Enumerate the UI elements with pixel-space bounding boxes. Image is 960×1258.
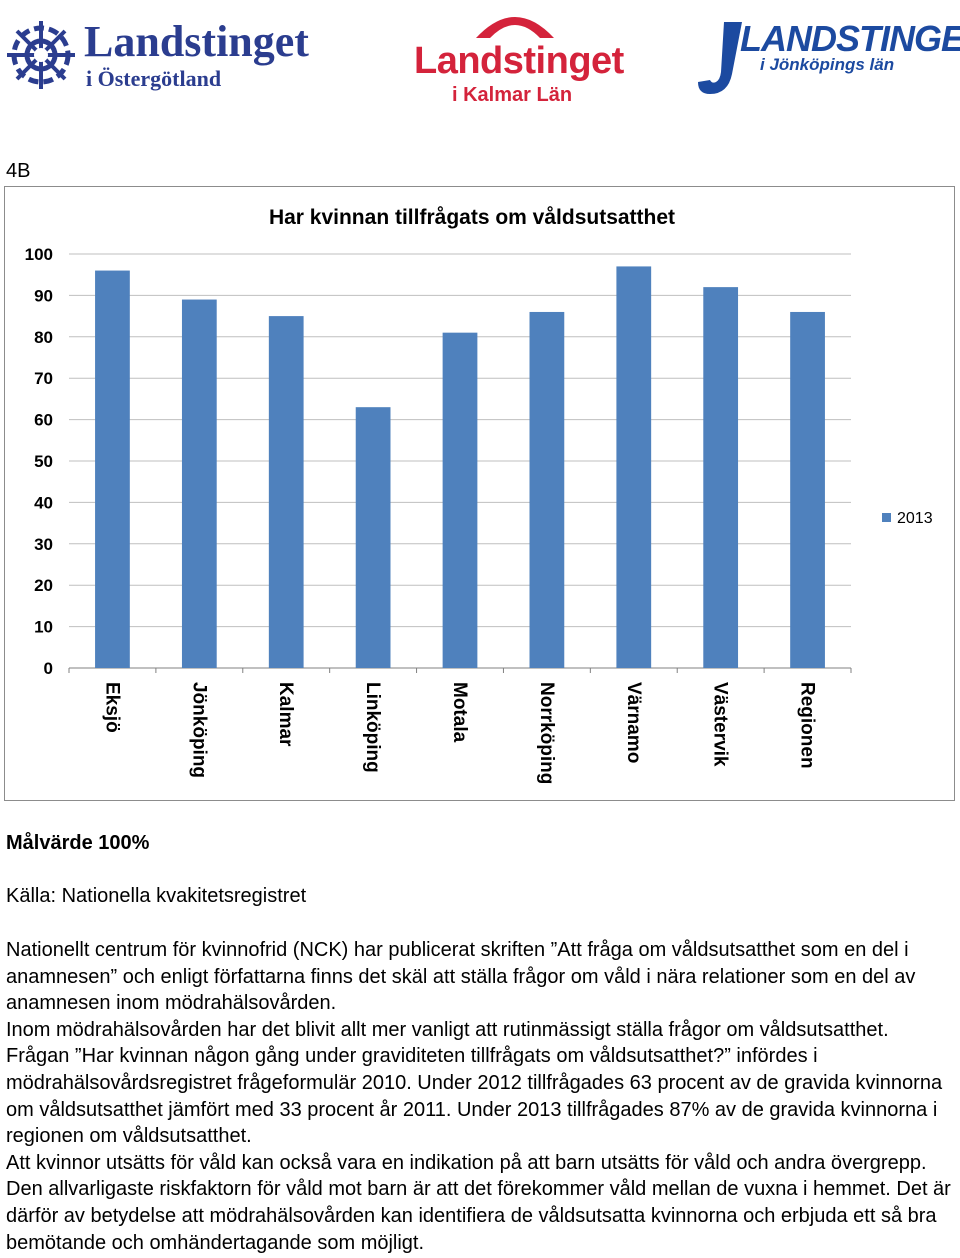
- bar: [442, 332, 478, 668]
- kalmar-logo-subtitle: i Kalmar Län: [452, 84, 573, 106]
- kalmar-crown-arc-icon: [476, 17, 554, 38]
- legend-swatch: [882, 513, 891, 522]
- chart-frame: Har kvinnan tillfrågats om våldsutsatthe…: [4, 186, 955, 801]
- y-tick-label: 30: [34, 535, 53, 554]
- ostergotland-logo-subtitle: i Östergötland: [86, 66, 222, 91]
- paragraph: Att kvinnor utsätts för våld kan också v…: [6, 1151, 951, 1254]
- jonkoping-j-emblem-icon: [698, 22, 742, 94]
- y-tick-label: 90: [34, 286, 53, 305]
- x-tick-label: Eksjö: [101, 682, 122, 733]
- jonkoping-logo-subtitle: i Jönköpings län: [760, 55, 895, 74]
- y-tick-label: 60: [34, 411, 53, 430]
- y-tick-label: 0: [44, 659, 53, 678]
- y-tick-label: 40: [34, 493, 53, 512]
- section-label: 4B: [6, 160, 31, 182]
- bar: [355, 407, 391, 668]
- x-tick-label: Regionen: [797, 682, 818, 769]
- x-tick-label: Värnamo: [623, 682, 644, 763]
- bar: [181, 299, 217, 668]
- jonkoping-logo-title: LANDSTINGET: [740, 18, 960, 59]
- chart-title: Har kvinnan tillfrågats om våldsutsatthe…: [269, 206, 675, 229]
- y-tick-label: 80: [34, 328, 53, 347]
- bar-chart: Har kvinnan tillfrågats om våldsutsatthe…: [25, 206, 933, 784]
- paragraph: Nationellt centrum för kvinnofrid (NCK) …: [6, 939, 916, 1015]
- x-tick-label: Norrköping: [536, 682, 557, 784]
- y-tick-label: 50: [34, 452, 53, 471]
- bar: [268, 316, 304, 668]
- y-tick-label: 100: [25, 245, 53, 264]
- kalmar-logo-title: Landstinget: [414, 40, 624, 82]
- body-text: Nationellt centrum för kvinnofrid (NCK) …: [6, 937, 956, 1256]
- x-tick-label: Linköping: [362, 682, 383, 773]
- y-tick-label: 70: [34, 369, 53, 388]
- bar: [790, 311, 825, 668]
- x-tick-label: Motala: [449, 682, 470, 743]
- x-tick-label: Kalmar: [275, 682, 296, 747]
- y-tick-label: 10: [34, 618, 53, 637]
- legend-label: 2013: [897, 510, 933, 527]
- y-tick-label: 20: [34, 576, 53, 595]
- ostergotland-emblem-icon: [7, 21, 75, 89]
- ostergotland-logo-title: Landstinget: [84, 17, 309, 66]
- source-line: Källa: Nationella kvakitetsregistret: [6, 885, 307, 907]
- bar: [529, 311, 565, 668]
- paragraph: Inom mödrahälsovården har det blivit all…: [6, 1018, 943, 1148]
- bar: [703, 287, 739, 668]
- goal-value: Målvärde 100%: [6, 832, 150, 854]
- x-tick-label: Jönköping: [188, 682, 209, 778]
- bar: [95, 270, 130, 668]
- bar: [616, 266, 652, 668]
- logo-bar: Landstinget i Östergötland Landstinget i…: [0, 0, 960, 120]
- x-tick-label: Västervik: [710, 682, 731, 767]
